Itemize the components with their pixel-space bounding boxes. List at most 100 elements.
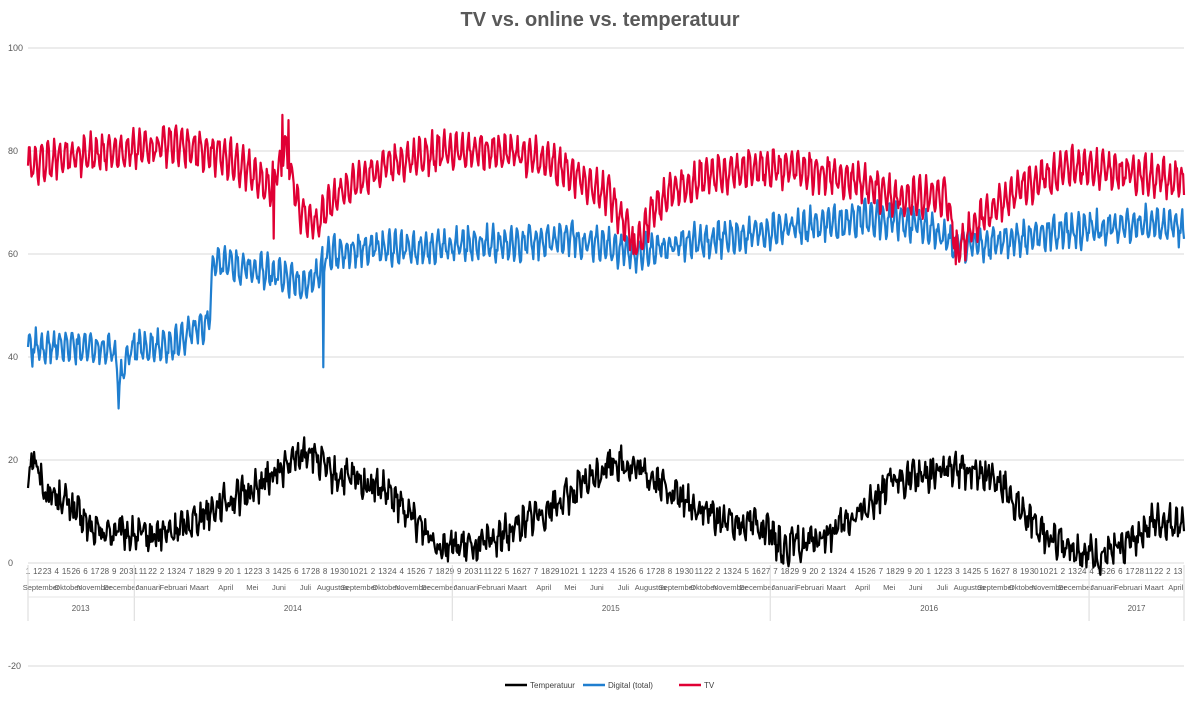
- x-day-label: 10: [1039, 567, 1048, 576]
- x-day-label: 4: [55, 567, 60, 576]
- x-month-label: December: [421, 583, 456, 592]
- x-day-label: 16: [752, 567, 761, 576]
- x-day-label: 4: [1089, 567, 1094, 576]
- x-day-label: 20: [915, 567, 924, 576]
- x-month-label: September: [659, 583, 696, 592]
- x-day-label: 9: [802, 567, 807, 576]
- x-month-label: Januari: [453, 583, 478, 592]
- x-year-label: 2016: [920, 604, 938, 613]
- legend-label-digital-total: Digital (total): [608, 681, 653, 690]
- x-day-label: 13: [1173, 567, 1182, 576]
- x-day-label: 20: [809, 567, 818, 576]
- x-day-label: 9: [217, 567, 222, 576]
- x-year-label: 2017: [1128, 604, 1146, 613]
- x-day-label: 13: [378, 567, 387, 576]
- x-day-label: 13: [1068, 567, 1077, 576]
- x-month-label: Juni: [590, 583, 604, 592]
- x-month-label: Juli: [618, 583, 630, 592]
- x-month-label: April: [1168, 583, 1183, 592]
- x-day-label: 5: [744, 567, 749, 576]
- x-day-label: 22: [1154, 567, 1163, 576]
- x-day-label: 13: [723, 567, 732, 576]
- y-tick-label: -20: [8, 661, 21, 671]
- x-day-label: 18: [886, 567, 895, 576]
- legend-label-temperatuur: Temperatuur: [530, 681, 575, 690]
- x-day-label: 11: [1145, 567, 1154, 576]
- x-year-label: 2013: [72, 604, 90, 613]
- x-day-label: 1: [582, 567, 587, 576]
- x-day-label: 31: [129, 567, 138, 576]
- x-month-label: Maart: [508, 583, 528, 592]
- x-day-label: 2: [1061, 567, 1066, 576]
- x-day-label: 5: [505, 567, 510, 576]
- x-day-label: 26: [1106, 567, 1115, 576]
- x-day-label: 7: [879, 567, 884, 576]
- x-month-label: Oktober: [1009, 583, 1036, 592]
- y-tick-label: 20: [8, 455, 18, 465]
- x-month-label: April: [855, 583, 870, 592]
- x-month-label: December: [1058, 583, 1093, 592]
- x-day-label: 15: [407, 567, 416, 576]
- x-day-label: 19: [1020, 567, 1029, 576]
- x-day-label: 24: [177, 567, 186, 576]
- x-day-label: 23: [43, 567, 52, 576]
- y-tick-label: 0: [8, 558, 13, 568]
- x-month-label: Augustus: [635, 583, 667, 592]
- x-day-label: 6: [1118, 567, 1123, 576]
- x-month-label: Oktober: [54, 583, 81, 592]
- x-day-label: 13: [167, 567, 176, 576]
- x-day-label: 20: [119, 567, 128, 576]
- x-day-label: 30: [340, 567, 349, 576]
- plot-area: [26, 113, 1186, 576]
- x-month-label: Oktober: [690, 583, 717, 592]
- x-day-label: 24: [838, 567, 847, 576]
- x-day-label: 28: [100, 567, 109, 576]
- x-day-label: 1: [927, 567, 932, 576]
- x-day-label: 8: [1013, 567, 1018, 576]
- x-day-label: 29: [790, 567, 799, 576]
- x-day-label: 24: [388, 567, 397, 576]
- x-day-label: 15: [618, 567, 627, 576]
- x-day-label: 20: [464, 567, 473, 576]
- x-day-label: 26: [71, 567, 80, 576]
- legend-label-tv: TV: [704, 681, 715, 690]
- y-tick-label: 60: [8, 249, 18, 259]
- x-day-label: 5: [984, 567, 989, 576]
- x-month-label: Januari: [135, 583, 160, 592]
- x-day-label: 12: [589, 567, 598, 576]
- y-axis: -20 0 20 40 60 80 100: [8, 43, 23, 671]
- x-month-label: Juni: [272, 583, 286, 592]
- x-day-label: 4: [610, 567, 615, 576]
- x-day-label: 23: [598, 567, 607, 576]
- x-day-label: 8: [323, 567, 328, 576]
- x-month-label: Juni: [909, 583, 923, 592]
- x-day-label: 16: [512, 567, 521, 576]
- x-day-label: 7: [189, 567, 194, 576]
- x-day-label: 24: [1078, 567, 1087, 576]
- x-day-label: 6: [639, 567, 644, 576]
- x-day-label: 12: [934, 567, 943, 576]
- x-day-label: 27: [761, 567, 770, 576]
- x-day-label: 9: [907, 567, 912, 576]
- x-year-label: 2015: [602, 604, 620, 613]
- x-day-label: 2: [160, 567, 165, 576]
- x-month-label: Februari: [796, 583, 824, 592]
- x-day-label: 4: [399, 567, 404, 576]
- x-day-label: 29: [551, 567, 560, 576]
- x-day-label: 11: [139, 567, 148, 576]
- x-month-label: Mei: [564, 583, 576, 592]
- x-day-label: 29: [896, 567, 905, 576]
- x-day-label: 4: [850, 567, 855, 576]
- x-year-label: 2014: [284, 604, 302, 613]
- x-month-label: Januari: [1090, 583, 1115, 592]
- x-month-label: November: [1032, 583, 1067, 592]
- x-day-label: 14: [273, 567, 282, 576]
- x-day-label: 30: [685, 567, 694, 576]
- x-day-label: 6: [83, 567, 88, 576]
- series-line-temperatuur: [26, 436, 1186, 576]
- x-month-label: November: [395, 583, 430, 592]
- x-day-label: 6: [294, 567, 299, 576]
- series-line-tv: [26, 113, 1186, 266]
- x-day-label: 11: [695, 567, 704, 576]
